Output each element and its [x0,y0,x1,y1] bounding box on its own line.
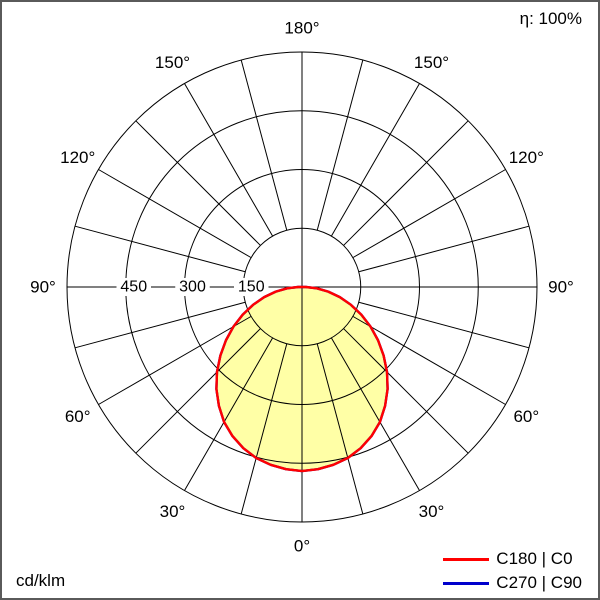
ring-tick-label: 300 [179,279,206,296]
radial-gridline [98,315,252,405]
angle-tick-label: 30° [419,502,445,521]
radial-gridline [343,328,469,454]
legend-item-c270-c90: C270 | C90 [443,573,582,593]
radial-gridline [240,343,288,515]
radial-gridline [184,83,274,237]
angle-tick-label: 90° [548,278,574,297]
radial-gridline [184,337,274,491]
legend-label-c270-c90: C270 | C90 [496,573,582,592]
ring-tick-label-bg [234,278,269,296]
radial-gridline [358,225,530,273]
angle-tick-label: 90° [30,278,56,297]
ring-tick-label-bg [175,278,210,296]
radial-gridline [343,120,469,246]
radial-gridline [358,301,530,349]
angle-tick-label: 60° [513,407,539,426]
radial-gridline [135,120,261,246]
angle-tick-label: 60° [65,407,91,426]
legend-line-blue-icon [443,581,490,585]
angle-tick-label: 180° [284,19,319,38]
ring-tick-label: 450 [120,279,147,296]
unit-label: cd/klm [16,571,66,590]
radial-gridline [352,169,506,259]
radial-gridline [98,169,252,259]
ring-tick-label-bg [116,278,151,296]
radial-gridline [330,83,420,237]
radial-gridline [74,225,246,273]
ring-tick-label: 150 [238,279,265,296]
radial-gridline [316,59,364,231]
radial-gridline [74,301,246,349]
radial-gridline [330,337,420,491]
angle-tick-label: 150° [414,53,449,72]
angle-tick-label: 120° [60,148,95,167]
legend-line-red-icon [443,557,490,561]
angle-tick-label: 0° [294,537,310,556]
legend-label-c180-c0: C180 | C0 [496,549,573,568]
legend-item-c180-c0: C180 | C0 [443,549,582,569]
efficiency-label: η: 100% [519,9,582,28]
legend: C180 | C0 C270 | C90 [443,549,582,593]
radial-gridline [352,315,506,405]
angle-tick-label: 150° [155,53,190,72]
radial-gridline [240,59,288,231]
distribution-curve-c0 [215,285,389,473]
angle-tick-label: 120° [509,148,544,167]
radial-gridline [135,328,261,454]
radial-gridline [316,343,364,515]
angle-tick-label: 30° [160,502,186,521]
